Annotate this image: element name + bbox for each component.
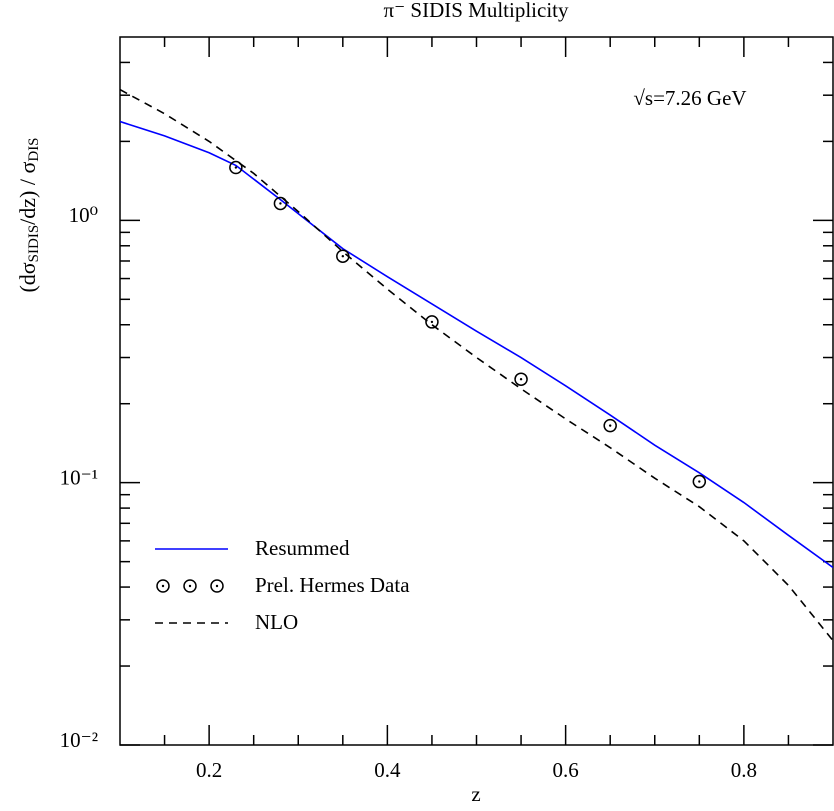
y-tick-label: 10⁻² xyxy=(60,728,98,752)
y-label-subscript: DIS xyxy=(26,137,42,161)
chart-title: π⁻ SIDIS Multiplicity xyxy=(383,0,569,22)
x-tick-label: 0.8 xyxy=(731,758,757,782)
marker-ring xyxy=(273,196,288,211)
plot-frame xyxy=(119,36,834,746)
marker xyxy=(229,160,243,175)
marker-dot xyxy=(188,584,192,588)
x-tick-label: 0.4 xyxy=(374,758,401,782)
marker-ring xyxy=(514,372,528,386)
y-axis-label: (dσSIDIS/dz) / σDIS xyxy=(15,137,42,292)
marker-dot xyxy=(698,480,701,483)
marker-dot xyxy=(279,202,282,205)
marker xyxy=(273,196,288,211)
marker-dot xyxy=(161,584,165,588)
y-label-subscript: SIDIS xyxy=(26,225,42,263)
y-label-part: /dz) / σ xyxy=(15,162,40,225)
marker-ring xyxy=(603,418,617,433)
legend-label: NLO xyxy=(255,610,298,634)
marker xyxy=(425,315,439,329)
legend-label: Prel. Hermes Data xyxy=(255,573,410,597)
marker-ring xyxy=(210,579,224,593)
marker-dot xyxy=(341,255,345,258)
y-tick-label: 10⁻¹ xyxy=(60,465,98,489)
y-label-part: (dσ xyxy=(15,262,40,292)
marker xyxy=(156,579,170,593)
annotation: √s=7.26 GeV xyxy=(633,86,746,110)
marker-dot xyxy=(234,166,238,169)
marker xyxy=(692,474,707,489)
marker xyxy=(514,372,528,386)
marker-ring xyxy=(692,474,707,489)
marker-ring xyxy=(425,315,439,329)
marker-dot xyxy=(430,320,434,324)
marker xyxy=(183,579,197,593)
marker-dot xyxy=(608,424,612,427)
legend-label: Resummed xyxy=(255,536,350,560)
y-tick-label: 10⁰ xyxy=(69,203,98,227)
x-axis-label: z xyxy=(471,782,480,806)
marker-ring xyxy=(156,579,170,593)
series-line xyxy=(120,88,833,642)
x-tick-label: 0.2 xyxy=(196,758,222,782)
marker-ring xyxy=(229,160,243,175)
marker-dot xyxy=(519,378,523,381)
x-tick-label: 0.6 xyxy=(553,758,579,782)
marker xyxy=(603,418,617,433)
marker xyxy=(210,579,224,593)
marker-ring xyxy=(183,579,197,593)
marker xyxy=(336,249,350,263)
marker-dot xyxy=(215,584,219,588)
series-line xyxy=(120,120,833,569)
